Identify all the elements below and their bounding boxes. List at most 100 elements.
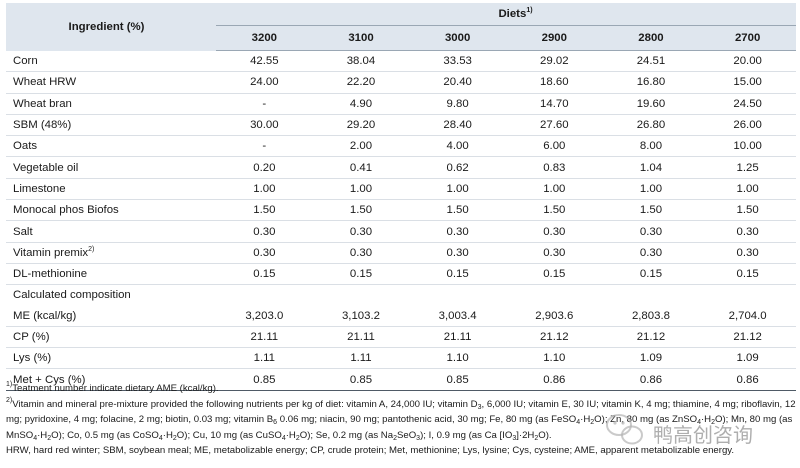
- row-label-text: Corn: [13, 54, 38, 67]
- value-cell: 0.85: [312, 368, 410, 391]
- footnote-marker: 2): [88, 245, 95, 253]
- row-label: Monocal phos Biofos: [6, 199, 216, 222]
- table-row: Vegetable oil 0.20 0.41 0.62 0.83 1.04 1.25: [6, 156, 796, 179]
- footnote-1: 1)Teatment number indicate dietary AME (…: [6, 381, 219, 394]
- value-cell: 21.12: [505, 326, 603, 349]
- value-cell: 0.15: [216, 263, 313, 286]
- value-cell: 0.15: [409, 263, 506, 286]
- value-cell: 20.40: [409, 71, 506, 94]
- row-label-text: Wheat HRW: [13, 76, 77, 89]
- table-row: Limestone 1.00 1.00 1.00 1.00 1.00 1.00: [6, 178, 796, 201]
- value-cell: 16.80: [602, 71, 700, 94]
- row-label: Salt: [6, 220, 216, 243]
- diet-column-header: 2900: [505, 25, 603, 51]
- value-cell: 0.86: [699, 368, 796, 391]
- row-label-text: Monocal phos Biofos: [13, 204, 119, 217]
- row-label: Limestone: [6, 178, 216, 201]
- value-cell: 0.15: [505, 263, 603, 286]
- value-cell: 4.90: [312, 93, 410, 115]
- row-label-text: Limestone: [13, 182, 66, 195]
- value-cell: 1.09: [699, 347, 796, 370]
- value-cell: 1.50: [602, 199, 700, 222]
- value-cell: 0.30: [602, 242, 700, 264]
- value-cell: 20.00: [699, 50, 796, 73]
- value-cell: 21.11: [312, 326, 410, 349]
- value-cell: 1.00: [312, 178, 410, 201]
- value-cell: 0.85: [216, 368, 313, 391]
- row-label-text: CP (%): [13, 331, 50, 343]
- table-row: SBM (48%) 30.00 29.20 28.40 27.60 26.80 26.00: [6, 114, 796, 137]
- row-label: Oats: [6, 135, 216, 158]
- table-row: Met + Cys (%) 0.85 0.85 0.85 0.86 0.86 0.86: [6, 368, 796, 391]
- value-cell: 18.60: [505, 71, 603, 94]
- table-row: CP (%) 21.11 21.11 21.11 21.12 21.12 21.12: [6, 326, 796, 349]
- value-cell: 0.83: [505, 156, 603, 179]
- footnote-marker: 1): [526, 7, 533, 14]
- value-cell: 1.00: [409, 178, 506, 201]
- value-cell: 0.30: [699, 220, 796, 243]
- value-cell: 1.09: [602, 347, 700, 370]
- row-label-text: Wheat bran: [13, 97, 72, 110]
- value-cell: 0.30: [216, 242, 313, 264]
- value-cell: 24.50: [699, 93, 796, 115]
- value-cell: 42.55: [216, 50, 313, 73]
- row-label-text: Oats: [13, 140, 38, 153]
- value-cell: 22.20: [312, 71, 410, 94]
- value-cell: 2.00: [312, 135, 410, 158]
- value-cell: 1.00: [602, 178, 700, 201]
- row-label: Vegetable oil: [6, 156, 216, 179]
- value-cell: 1.50: [409, 199, 506, 222]
- value-cell: 19.60: [602, 93, 700, 115]
- row-label: Vitamin premix2): [6, 242, 216, 264]
- value-cell: 3,203.0: [216, 305, 313, 327]
- diet-column-header: 3200: [216, 25, 313, 51]
- value-cell: 0.30: [505, 220, 603, 243]
- value-cell: 15.00: [699, 71, 796, 94]
- value-cell: 29.20: [312, 114, 410, 137]
- value-cell: 3,103.2: [312, 305, 410, 327]
- value-cell: 14.70: [505, 93, 603, 115]
- value-cell: 10.00: [699, 135, 796, 158]
- value-cell: 1.50: [699, 199, 796, 222]
- value-cell: 9.80: [409, 93, 506, 115]
- value-cell: 0.86: [602, 368, 700, 391]
- row-label: Wheat bran: [6, 93, 216, 115]
- row-label-text: Met + Cys (%): [13, 373, 86, 386]
- value-cell: 1.50: [505, 199, 603, 222]
- value-cell: 8.00: [602, 135, 700, 158]
- row-label: Lys (%): [6, 347, 216, 370]
- value-cell: 28.40: [409, 114, 506, 137]
- diet-composition-table: Ingredient (%) Diets1) 3200 3100 3000 29…: [6, 3, 796, 391]
- value-cell: -: [216, 135, 313, 158]
- value-cell: 21.11: [409, 326, 506, 349]
- row-label: CP (%): [6, 326, 216, 349]
- diet-column-header: 3100: [312, 25, 410, 51]
- value-cell: 2,903.6: [505, 305, 603, 327]
- value-cell: 0.30: [409, 220, 506, 243]
- row-label: Met + Cys (%): [6, 368, 216, 391]
- value-cell: 1.25: [699, 156, 796, 179]
- value-cell: 0.30: [216, 220, 313, 243]
- footnote-marker: 1): [6, 381, 13, 388]
- row-label-text: Vegetable oil: [13, 161, 79, 174]
- value-cell: 0.30: [312, 220, 410, 243]
- value-cell: 0.30: [602, 220, 700, 243]
- row-label-text: Vitamin premix: [13, 246, 89, 259]
- value-cell: 2,704.0: [699, 305, 796, 327]
- value-cell: 24.00: [216, 71, 313, 94]
- row-label: DL-methionine: [6, 263, 216, 286]
- table-row: DL-methionine 0.15 0.15 0.15 0.15 0.15 0.15: [6, 263, 796, 286]
- table-row: ME (kcal/kg) 3,203.0 3,103.2 3,003.4 2,903.6…: [6, 305, 796, 327]
- value-cell: 0.15: [602, 263, 700, 286]
- ingredient-header: Ingredient (%): [6, 3, 216, 51]
- value-cell: 1.50: [312, 199, 410, 222]
- row-label-text: ME (kcal/kg): [13, 309, 77, 322]
- value-cell: 0.30: [312, 242, 410, 264]
- diet-column-header: 3000: [409, 25, 506, 51]
- value-cell: 27.60: [505, 114, 603, 137]
- value-cell: 1.11: [312, 347, 410, 370]
- value-cell: 1.00: [505, 178, 603, 201]
- value-cell: 1.11: [216, 347, 313, 370]
- row-label-text: SBM (48%): [13, 119, 72, 132]
- row-label-text: DL-methionine: [13, 268, 88, 281]
